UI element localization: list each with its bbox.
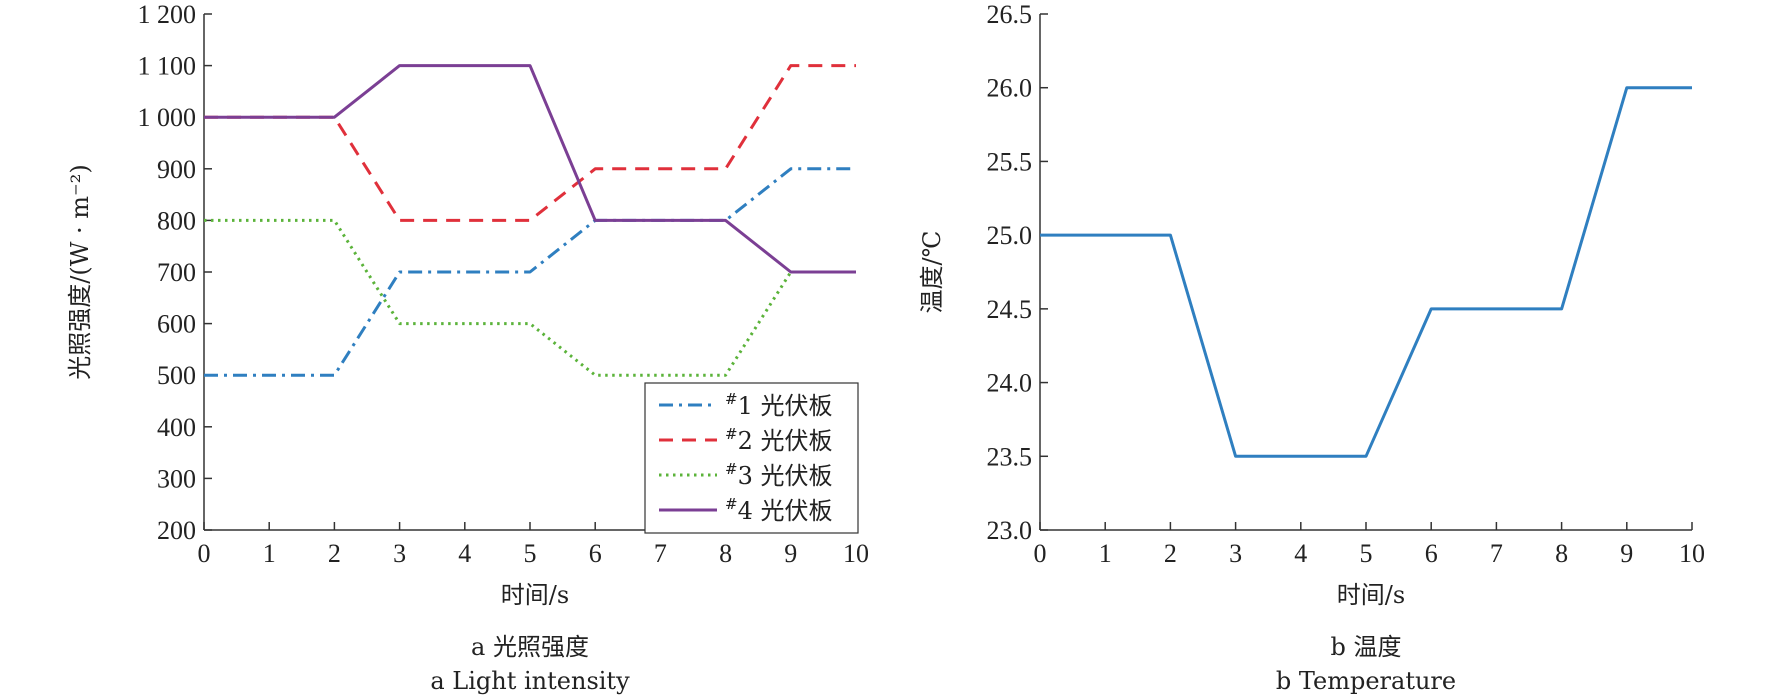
x-tick-label: 1	[1099, 539, 1112, 568]
x-tick-label: 4	[458, 539, 471, 568]
y-axis-label: 温度/℃	[918, 231, 946, 314]
x-tick-label: 10	[843, 539, 869, 568]
y-tick-label: 800	[157, 206, 196, 235]
x-tick-label: 0	[198, 539, 211, 568]
x-tick-label: 8	[719, 539, 732, 568]
x-tick-label: 3	[393, 539, 406, 568]
series-line-4	[204, 64, 856, 274]
y-tick-label: 25.5	[987, 147, 1033, 176]
x-tick-label: 2	[328, 539, 341, 568]
x-tick-label: 0	[1034, 539, 1047, 568]
x-tick-label: 10	[1679, 539, 1705, 568]
series-line-1	[1040, 86, 1692, 458]
legend-entry-label: 2 光伏板	[738, 427, 833, 455]
legend-entry-1: #1 光伏板	[725, 390, 832, 420]
legend: #1 光伏板#2 光伏板#3 光伏板#4 光伏板	[644, 382, 859, 534]
x-tick-label: 6	[589, 539, 602, 568]
x-tick-label: 6	[1425, 539, 1438, 568]
x-axis-label: 时间/s	[1337, 581, 1405, 609]
x-tick-label: 5	[1360, 539, 1373, 568]
x-tick-label: 4	[1294, 539, 1307, 568]
y-tick-label: 26.0	[987, 74, 1033, 103]
y-tick-label: 25.0	[987, 221, 1033, 250]
caption-english: b Temperature	[1276, 667, 1456, 695]
y-tick-label: 24.5	[987, 295, 1033, 324]
legend-entry-2: #2 光伏板	[725, 425, 832, 455]
chart-light-intensity: 200 300 400 500 600 700 800 900 1 000 1 100 1 200 0…	[66, 0, 869, 695]
legend-entry-prefix: #	[725, 390, 738, 408]
legend-box	[644, 382, 859, 534]
y-tick-label: 23.5	[987, 442, 1033, 471]
x-tick-label: 8	[1555, 539, 1568, 568]
y-tick-label: 300	[157, 464, 196, 493]
x-tick-label: 2	[1164, 539, 1177, 568]
legend-entry-4: #4 光伏板	[725, 495, 832, 525]
legend-entry-label: 3 光伏板	[738, 462, 833, 490]
legend-entry-prefix: #	[725, 495, 738, 513]
y-tick-label: 400	[157, 413, 196, 442]
series-line-1	[204, 167, 856, 377]
caption-chinese: b 温度	[1331, 633, 1402, 661]
legend-entry-prefix: #	[725, 425, 738, 443]
y-tick-label: 1 200	[138, 0, 197, 29]
x-tick-label: 7	[654, 539, 667, 568]
y-axis-label: 光照强度/(W · m⁻²)	[66, 164, 94, 379]
y-tick-label: 500	[157, 361, 196, 390]
legend-entry-prefix: #	[725, 460, 738, 478]
series-line-2	[204, 64, 856, 222]
x-tick-label: 9	[784, 539, 797, 568]
x-tick-label: 5	[524, 539, 537, 568]
legend-entry-3: #3 光伏板	[725, 460, 832, 490]
x-tick-label: 9	[1620, 539, 1633, 568]
y-tick-label: 200	[157, 516, 196, 545]
y-tick-label: 26.5	[987, 0, 1033, 29]
y-tick-label: 600	[157, 310, 196, 339]
y-tick-label: 900	[157, 155, 196, 184]
legend-entry-label: 1 光伏板	[738, 392, 833, 420]
caption-english: a Light intensity	[430, 667, 630, 695]
caption-chinese: a 光照强度	[471, 633, 589, 661]
y-tick-label: 23.0	[987, 516, 1033, 545]
x-axis-label: 时间/s	[501, 581, 569, 609]
y-tick-label: 24.0	[987, 369, 1033, 398]
y-tick-label: 700	[157, 258, 196, 287]
x-tick-label: 3	[1229, 539, 1242, 568]
x-tick-label: 1	[263, 539, 276, 568]
y-tick-label: 1 100	[138, 52, 197, 81]
chart-temperature: 23.0 23.5 24.0 24.5 25.0 25.5 26.0 26.5 0 1 2 3 4 5 6 7…	[918, 0, 1705, 695]
x-tick-label: 7	[1490, 539, 1503, 568]
series-line-3	[204, 218, 856, 377]
y-tick-label: 1 000	[138, 103, 197, 132]
legend-entry-label: 4 光伏板	[738, 497, 833, 525]
